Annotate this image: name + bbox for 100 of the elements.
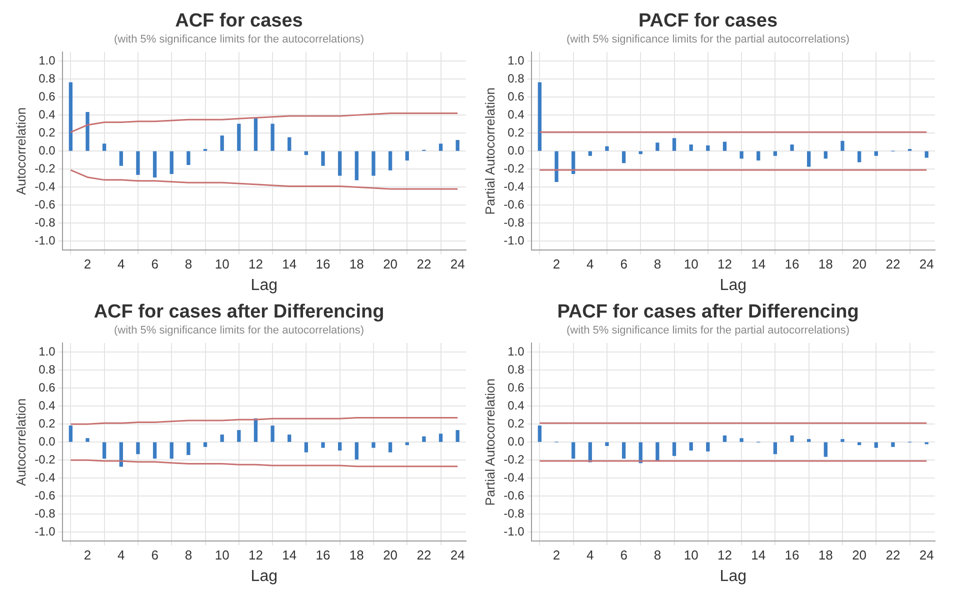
x-tick-label: 24 — [919, 256, 934, 272]
y-tick-label: 0.8 — [508, 71, 525, 86]
x-tick-label: 10 — [684, 256, 698, 272]
y-tick-label: 0.0 — [38, 143, 56, 158]
x-tick-label: 12 — [717, 548, 732, 563]
x-tick-label: 2 — [552, 548, 560, 563]
bar — [237, 124, 241, 151]
y-tick-label: 0.0 — [508, 434, 525, 448]
x-tick-label: 16 — [784, 256, 800, 272]
y-tick-label: -0.2 — [504, 161, 525, 176]
y-tick-label: -0.2 — [34, 161, 56, 176]
x-tick-label: 24 — [450, 548, 465, 563]
x-tick-label: 2 — [84, 256, 92, 272]
x-tick-label: 8 — [654, 548, 662, 563]
x-tick-label: 16 — [316, 256, 330, 272]
x-tick-label: 8 — [654, 256, 662, 272]
bar — [456, 430, 460, 442]
x-tick-label: 14 — [751, 256, 766, 272]
y-tick-label: -0.6 — [34, 488, 56, 502]
y-tick-label: 0.2 — [508, 125, 525, 140]
bar — [354, 442, 358, 460]
bar — [622, 151, 626, 164]
x-tick-label: 4 — [586, 548, 594, 563]
y-tick-label: 0.4 — [38, 107, 56, 122]
bar — [288, 137, 292, 151]
bar — [706, 442, 710, 452]
y-tick-label: -0.4 — [504, 470, 525, 484]
chart-title: PACF for cases — [638, 10, 778, 32]
y-tick-label: -1.0 — [34, 234, 56, 248]
bar — [840, 140, 844, 151]
bar — [372, 151, 376, 176]
chart-subtitle: (with 5% significance limits for the autocorrelations) — [114, 33, 364, 46]
x-tick-label: 6 — [151, 256, 158, 272]
chart-title: ACF for cases — [175, 10, 303, 32]
y-tick-label: 0.6 — [508, 89, 525, 104]
x-tick-label: 2 — [552, 256, 560, 272]
y-tick-label: 1.0 — [38, 53, 56, 68]
x-tick-label: 4 — [118, 548, 125, 563]
bar — [456, 140, 460, 151]
y-tick-label: 0.2 — [38, 416, 56, 430]
x-tick-label: 8 — [184, 256, 192, 272]
bar — [689, 144, 693, 151]
chart-subtitle: (with 5% significance limits for the autocorrelations) — [114, 324, 364, 336]
bar — [656, 442, 660, 462]
y-tick-label: -0.8 — [34, 215, 56, 230]
bar — [68, 82, 73, 151]
bar — [86, 438, 90, 442]
x-tick-label: 20 — [383, 256, 398, 272]
bar — [237, 430, 241, 442]
x-tick-label: 6 — [620, 256, 628, 272]
bar — [422, 436, 426, 442]
bar — [773, 151, 778, 156]
x-tick-label: 20 — [852, 548, 867, 563]
x-axis-title: Lag — [720, 276, 746, 294]
y-tick-label: 0.2 — [38, 125, 56, 140]
y-tick-label: 1.0 — [508, 53, 525, 68]
bar — [405, 151, 409, 160]
bar — [756, 151, 760, 160]
bar — [874, 151, 878, 156]
x-tick-label: 14 — [282, 256, 297, 272]
bar — [254, 117, 258, 151]
bar — [740, 438, 744, 442]
x-tick-label: 18 — [349, 256, 364, 272]
y-tick-label: -0.6 — [34, 197, 56, 212]
y-axis-title: Partial Autocorrelation — [482, 88, 498, 215]
bar — [538, 426, 542, 442]
bar — [722, 435, 727, 442]
x-tick-label: 16 — [784, 548, 800, 563]
bar — [538, 82, 542, 151]
bar — [554, 151, 558, 182]
bar — [102, 442, 106, 459]
x-tick-label: 24 — [450, 256, 465, 272]
x-tick-label: 24 — [919, 548, 934, 563]
bar — [338, 151, 342, 176]
bar — [170, 151, 174, 174]
y-tick-label: 0.6 — [508, 380, 525, 394]
bar — [807, 151, 811, 167]
bar — [438, 434, 443, 442]
x-tick-label: 4 — [118, 256, 125, 272]
x-tick-label: 22 — [886, 256, 900, 272]
bar — [840, 439, 844, 442]
y-tick-label: 0.6 — [38, 89, 56, 104]
bar — [672, 138, 676, 151]
y-tick-label: 0.2 — [508, 416, 525, 430]
y-tick-label: -0.8 — [504, 215, 525, 230]
bar — [152, 151, 157, 178]
x-tick-label: 14 — [282, 548, 297, 563]
bar — [186, 442, 190, 456]
bar — [874, 442, 878, 448]
x-tick-label: 10 — [684, 548, 698, 563]
bar — [656, 142, 660, 151]
bar — [773, 442, 778, 454]
bar — [790, 144, 794, 151]
bar — [388, 151, 392, 170]
y-tick-label: -0.6 — [504, 197, 525, 212]
y-tick-label: -0.2 — [34, 452, 56, 466]
y-axis-title: Partial Autocorrelation — [482, 378, 498, 506]
bar — [572, 442, 576, 459]
chart-subtitle: (with 5% significance limits for the partial autocorrelations) — [566, 324, 850, 336]
bar — [136, 151, 140, 175]
